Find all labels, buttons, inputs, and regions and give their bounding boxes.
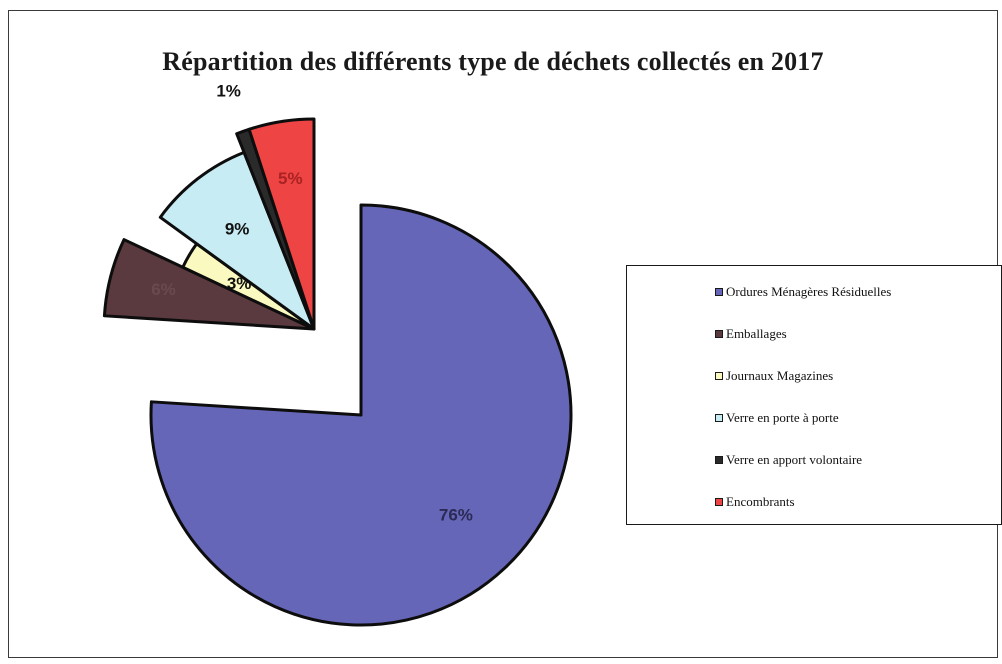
legend-item-5: Encombrants bbox=[715, 494, 795, 510]
legend-label-3: Verre en porte à porte bbox=[726, 410, 839, 425]
legend-swatch-0 bbox=[715, 288, 723, 296]
legend-swatch-2 bbox=[715, 372, 723, 380]
legend-label-5: Encombrants bbox=[726, 494, 795, 509]
data-label-1: 6% bbox=[151, 280, 176, 299]
data-label-0: 76% bbox=[439, 506, 473, 525]
legend-swatch-3 bbox=[715, 414, 723, 422]
legend-item-2: Journaux Magazines bbox=[715, 368, 833, 384]
pie-chart: 76%6% 3%9%1%5% bbox=[102, 81, 573, 627]
legend-label-0: Ordures Ménagères Résiduelles bbox=[726, 284, 892, 299]
legend-item-1: Emballages bbox=[715, 326, 787, 342]
legend-swatch-1 bbox=[715, 330, 723, 338]
legend-item-3: Verre en porte à porte bbox=[715, 410, 839, 426]
legend-item-4: Verre en apport volontaire bbox=[715, 452, 862, 468]
chart-legend: Ordures Ménagères Résiduelles Emballages J… bbox=[626, 265, 1002, 525]
legend-label-4: Verre en apport volontaire bbox=[726, 452, 863, 467]
legend-label-1: Emballages bbox=[726, 326, 787, 341]
legend-swatch-5 bbox=[715, 498, 723, 506]
chart-title: Répartition des différents type de déche… bbox=[162, 47, 824, 76]
legend-item-0: Ordures Ménagères Résiduelles bbox=[715, 284, 891, 300]
data-label-3: 9% bbox=[225, 219, 250, 238]
pie-slice-5 bbox=[247, 117, 316, 331]
legend-swatch-4 bbox=[715, 456, 723, 464]
data-label-5: 5% bbox=[278, 169, 303, 188]
chart-frame: Répartition des différents type de déche… bbox=[8, 10, 1002, 658]
pie-slice-1 bbox=[102, 238, 316, 331]
pie-slice-3 bbox=[158, 150, 316, 331]
data-label-4: 1% bbox=[216, 81, 241, 100]
pie-slice-0 bbox=[149, 203, 573, 627]
legend-label-2: Journaux Magazines bbox=[726, 368, 834, 383]
